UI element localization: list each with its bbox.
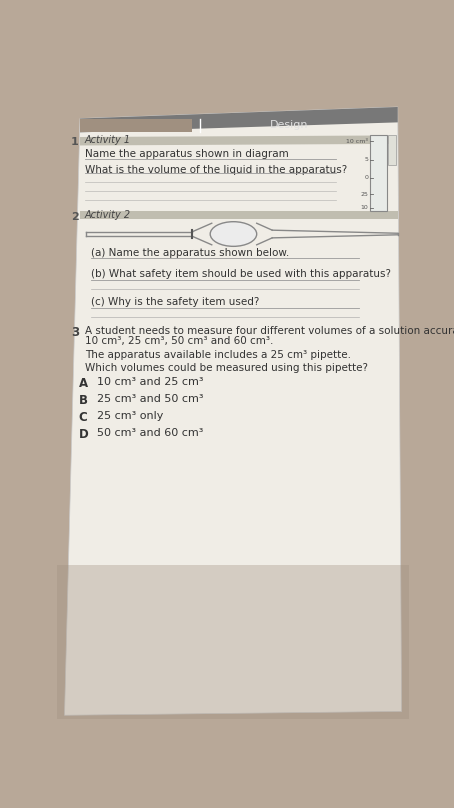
Polygon shape bbox=[80, 107, 398, 133]
Text: (c) Why is the safety item used?: (c) Why is the safety item used? bbox=[91, 297, 259, 307]
Text: 3: 3 bbox=[71, 326, 79, 339]
Polygon shape bbox=[80, 119, 192, 133]
Text: (b) What safety item should be used with this apparatus?: (b) What safety item should be used with… bbox=[91, 269, 391, 280]
Text: Activity 1: Activity 1 bbox=[84, 135, 131, 145]
Text: 50 cm³ and 60 cm³: 50 cm³ and 60 cm³ bbox=[97, 428, 203, 438]
Text: 2: 2 bbox=[71, 213, 79, 222]
Text: C: C bbox=[79, 411, 87, 424]
Text: What is the volume of the liquid in the apparatus?: What is the volume of the liquid in the … bbox=[84, 165, 347, 175]
Text: 1: 1 bbox=[71, 137, 79, 147]
Text: 25: 25 bbox=[360, 191, 368, 197]
Text: A: A bbox=[79, 377, 88, 390]
Polygon shape bbox=[80, 211, 398, 220]
Text: 10: 10 bbox=[360, 205, 368, 210]
Text: (a) Name the apparatus shown below.: (a) Name the apparatus shown below. bbox=[91, 248, 289, 258]
Text: The apparatus available includes a 25 cm³ pipette.: The apparatus available includes a 25 cm… bbox=[84, 351, 350, 360]
Text: Activity 2: Activity 2 bbox=[84, 210, 131, 220]
Text: 10 cm³ and 25 cm³: 10 cm³ and 25 cm³ bbox=[97, 377, 203, 387]
Text: 25 cm³ and 50 cm³: 25 cm³ and 50 cm³ bbox=[97, 394, 203, 404]
Ellipse shape bbox=[210, 221, 257, 246]
Polygon shape bbox=[80, 136, 390, 145]
Text: 0: 0 bbox=[365, 175, 368, 180]
Polygon shape bbox=[57, 565, 409, 719]
Text: Which volumes could be measured using this pipette?: Which volumes could be measured using th… bbox=[84, 363, 368, 372]
Polygon shape bbox=[64, 107, 402, 715]
Text: 10 cm³: 10 cm³ bbox=[346, 139, 368, 144]
Text: B: B bbox=[79, 394, 88, 407]
Text: Design: Design bbox=[270, 120, 309, 130]
Text: Name the apparatus shown in diagram: Name the apparatus shown in diagram bbox=[84, 149, 288, 159]
FancyBboxPatch shape bbox=[389, 136, 396, 165]
FancyBboxPatch shape bbox=[370, 136, 387, 211]
Text: 10 cm³, 25 cm³, 50 cm³ and 60 cm³.: 10 cm³, 25 cm³, 50 cm³ and 60 cm³. bbox=[84, 336, 273, 347]
Text: D: D bbox=[79, 428, 88, 441]
Text: A student needs to measure four different volumes of a solution accurately. Th: A student needs to measure four differen… bbox=[84, 326, 454, 336]
Text: 5: 5 bbox=[365, 157, 368, 162]
Text: 25 cm³ only: 25 cm³ only bbox=[97, 411, 163, 421]
